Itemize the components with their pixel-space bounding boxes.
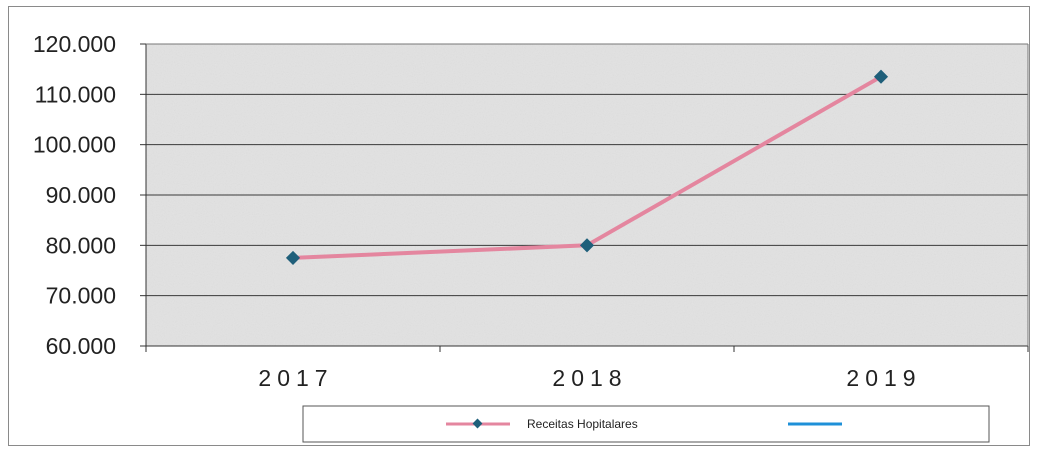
- y-tick-label: 60.000: [46, 333, 116, 359]
- y-tick-label: 70.000: [46, 283, 116, 309]
- data-point-marker: [873, 69, 889, 84]
- legend-box: [302, 405, 990, 443]
- legend-label-receitas: Receitas Hopitalares: [527, 417, 638, 431]
- y-tick-label: 110.000: [35, 81, 116, 107]
- x-tick-label: 2018: [552, 365, 627, 391]
- y-tick-label: 90.000: [46, 182, 116, 208]
- data-point-marker: [579, 238, 595, 253]
- x-tick-label: 2017: [258, 365, 333, 391]
- data-point-marker: [285, 250, 301, 265]
- y-tick-label: 80.000: [46, 232, 116, 258]
- y-tick-label: 120.000: [33, 31, 116, 57]
- y-tick-label: 100.000: [33, 132, 116, 158]
- x-tick-label: 2019: [846, 365, 921, 391]
- legend-marker-receitas: [472, 418, 483, 429]
